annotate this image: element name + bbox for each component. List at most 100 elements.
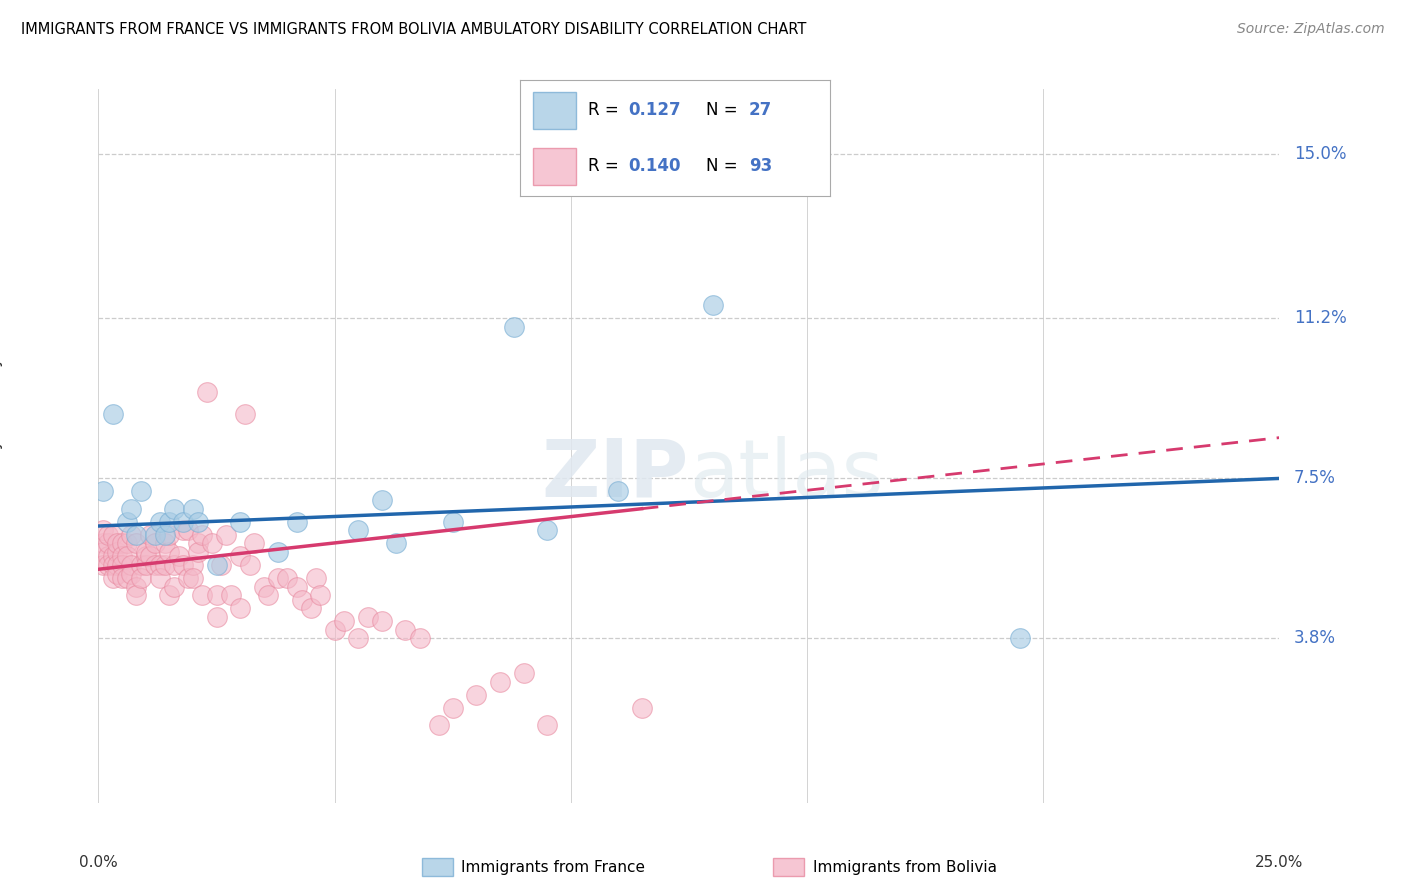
Point bbox=[233, 407, 256, 421]
Point bbox=[201, 536, 224, 550]
Text: IMMIGRANTS FROM FRANCE VS IMMIGRANTS FROM BOLIVIA AMBULATORY DISABILITY CORRELAT: IMMIGRANTS FROM FRANCE VS IMMIGRANTS FRO… bbox=[21, 22, 807, 37]
Point bbox=[111, 536, 134, 550]
Point bbox=[121, 527, 143, 541]
Text: 15.0%: 15.0% bbox=[1294, 145, 1346, 163]
Point bbox=[105, 545, 128, 559]
Point bbox=[205, 588, 228, 602]
Point bbox=[149, 558, 172, 572]
Point bbox=[347, 632, 370, 646]
Point bbox=[167, 549, 190, 564]
Text: 0.0%: 0.0% bbox=[79, 855, 118, 870]
Point bbox=[125, 580, 148, 594]
Point bbox=[205, 558, 228, 572]
Text: Immigrants from Bolivia: Immigrants from Bolivia bbox=[813, 860, 997, 874]
Point bbox=[512, 666, 534, 681]
Text: Source: ZipAtlas.com: Source: ZipAtlas.com bbox=[1237, 22, 1385, 37]
Point bbox=[267, 571, 290, 585]
Point bbox=[177, 571, 200, 585]
Point bbox=[115, 515, 138, 529]
Point bbox=[125, 536, 148, 550]
Text: 7.5%: 7.5% bbox=[1294, 469, 1336, 487]
Text: atlas: atlas bbox=[689, 435, 883, 514]
Point bbox=[191, 527, 214, 541]
Point bbox=[441, 515, 464, 529]
Point bbox=[101, 549, 124, 564]
Point bbox=[285, 580, 308, 594]
Text: 0.127: 0.127 bbox=[628, 102, 681, 120]
Point bbox=[111, 558, 134, 572]
Point bbox=[229, 549, 252, 564]
Point bbox=[163, 501, 186, 516]
Point bbox=[267, 545, 290, 559]
Point bbox=[129, 484, 152, 499]
Point bbox=[172, 558, 194, 572]
Point bbox=[105, 536, 128, 550]
Point bbox=[125, 588, 148, 602]
Point bbox=[149, 571, 172, 585]
Point bbox=[257, 588, 280, 602]
Point bbox=[209, 558, 232, 572]
Point bbox=[153, 527, 176, 541]
Point bbox=[97, 527, 120, 541]
Point bbox=[101, 571, 124, 585]
Point bbox=[243, 536, 266, 550]
Text: 3.8%: 3.8% bbox=[1294, 630, 1336, 648]
Point bbox=[299, 601, 322, 615]
Text: 27: 27 bbox=[749, 102, 772, 120]
Text: 25.0%: 25.0% bbox=[1256, 855, 1303, 870]
Point bbox=[309, 588, 332, 602]
Text: 93: 93 bbox=[749, 157, 772, 175]
Text: N =: N = bbox=[706, 102, 742, 120]
Point bbox=[239, 558, 262, 572]
Point bbox=[191, 588, 214, 602]
Point bbox=[1008, 632, 1031, 646]
Point bbox=[187, 545, 209, 559]
FancyBboxPatch shape bbox=[533, 92, 576, 129]
Text: R =: R = bbox=[588, 102, 624, 120]
Point bbox=[276, 571, 298, 585]
Point bbox=[195, 384, 218, 399]
Point bbox=[97, 558, 120, 572]
Point bbox=[157, 588, 180, 602]
Point bbox=[181, 558, 204, 572]
Point bbox=[125, 527, 148, 541]
Point bbox=[290, 592, 312, 607]
Point bbox=[333, 614, 356, 628]
Point bbox=[157, 545, 180, 559]
Point bbox=[172, 515, 194, 529]
Point bbox=[97, 549, 120, 564]
Point bbox=[371, 493, 394, 508]
Point bbox=[149, 515, 172, 529]
Point bbox=[115, 571, 138, 585]
Point bbox=[229, 515, 252, 529]
Point bbox=[101, 407, 124, 421]
Point bbox=[219, 588, 242, 602]
Point bbox=[536, 718, 558, 732]
Text: 0.140: 0.140 bbox=[628, 157, 681, 175]
Point bbox=[187, 536, 209, 550]
Point bbox=[111, 571, 134, 585]
Point bbox=[163, 580, 186, 594]
Point bbox=[157, 515, 180, 529]
Point bbox=[111, 549, 134, 564]
Point bbox=[305, 571, 328, 585]
Point bbox=[91, 536, 114, 550]
Point bbox=[253, 580, 276, 594]
Point bbox=[205, 610, 228, 624]
Point bbox=[394, 623, 416, 637]
Point bbox=[143, 536, 166, 550]
Point bbox=[121, 501, 143, 516]
Text: Immigrants from France: Immigrants from France bbox=[461, 860, 645, 874]
Point bbox=[181, 501, 204, 516]
Point bbox=[215, 527, 238, 541]
Point bbox=[153, 558, 176, 572]
Point bbox=[135, 545, 157, 559]
Text: 11.2%: 11.2% bbox=[1294, 310, 1347, 327]
Point bbox=[101, 527, 124, 541]
Point bbox=[101, 558, 124, 572]
Point bbox=[91, 524, 114, 538]
Text: R =: R = bbox=[588, 157, 624, 175]
Point bbox=[503, 320, 526, 334]
Text: N =: N = bbox=[706, 157, 742, 175]
Text: ZIP: ZIP bbox=[541, 435, 689, 514]
